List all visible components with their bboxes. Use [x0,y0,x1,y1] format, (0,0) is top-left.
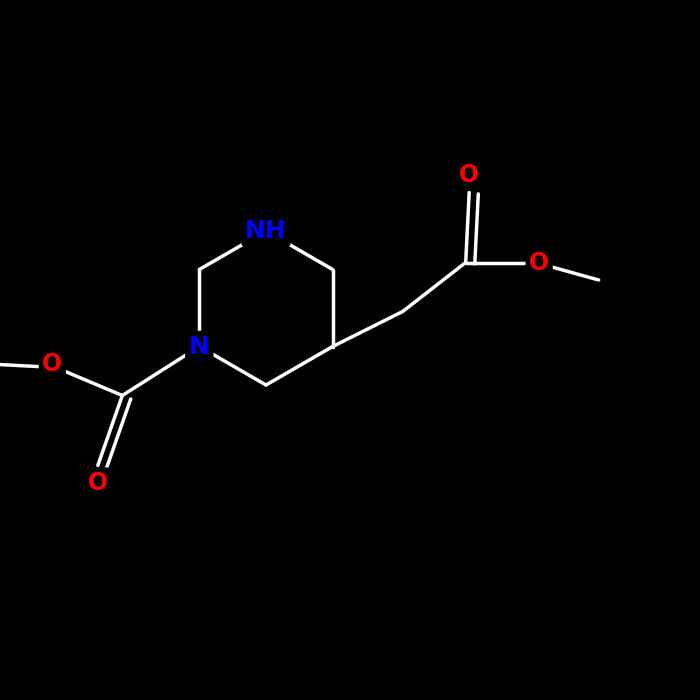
Text: NH: NH [245,219,287,243]
Text: O: O [459,163,480,187]
Text: O: O [42,352,62,376]
Text: O: O [529,251,550,274]
Text: O: O [88,471,108,495]
Text: N: N [189,335,210,358]
